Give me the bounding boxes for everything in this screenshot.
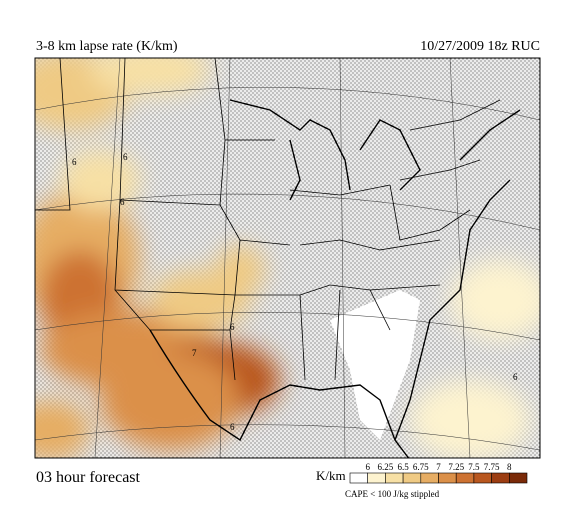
- colorbar-tick-label: 7.75: [484, 462, 500, 472]
- contour-label: 6: [120, 197, 125, 207]
- contour-label: 6: [513, 372, 518, 382]
- map-frame: [34, 57, 541, 459]
- map-title: 3-8 km lapse rate (K/km): [36, 39, 178, 54]
- colorbar-box: [385, 472, 404, 484]
- colorbar-box: [367, 472, 386, 484]
- colorbar-box: [455, 472, 475, 484]
- colorbar-tick-label: 7.25: [448, 462, 464, 472]
- colorbar-box: [473, 472, 492, 484]
- colorbar-tick-label: 7.5: [468, 462, 480, 472]
- colorbar-tick-label: 7: [436, 462, 441, 472]
- shaded-area: [150, 270, 250, 330]
- shaded-area: [90, 58, 210, 95]
- colorbar-tick-label: 6.25: [378, 462, 394, 472]
- colorbar-box: [491, 472, 510, 484]
- contour-label: 6: [230, 322, 235, 332]
- contour-label: 6: [123, 152, 128, 162]
- colorbar-tick-label: 6.75: [413, 462, 429, 472]
- colorbar-box: [438, 472, 457, 484]
- colorbar-box: [508, 472, 528, 484]
- colorbar-tick-label: 6: [365, 462, 370, 472]
- colorbar-tick-label: 6.5: [397, 462, 409, 472]
- forecast-label: 03 hour forecast: [36, 469, 141, 486]
- shaded-area: [450, 260, 540, 340]
- colorbar-box: [402, 472, 422, 484]
- valid-time: 10/27/2009 18z RUC: [420, 39, 540, 54]
- shaded-area: [410, 380, 530, 458]
- colorbar-box: [349, 472, 369, 484]
- colorbar: 6 6.25 6.5 6.75 7 7.25 7.5 7.75 8: [349, 462, 528, 484]
- colorbar-box: [420, 472, 439, 484]
- contour-label: 6: [230, 422, 235, 432]
- contour-label: 6: [72, 157, 77, 167]
- shaded-area: [35, 400, 90, 458]
- shaded-area: [100, 350, 240, 450]
- map: 6 6 6 7 6 6 6: [35, 58, 540, 458]
- colorbar-tick-label: 8: [507, 462, 512, 472]
- legend-note: CAPE < 100 J/kg stippled: [345, 489, 440, 499]
- legend-unit: K/km: [316, 468, 346, 483]
- contour-label: 7: [192, 348, 197, 358]
